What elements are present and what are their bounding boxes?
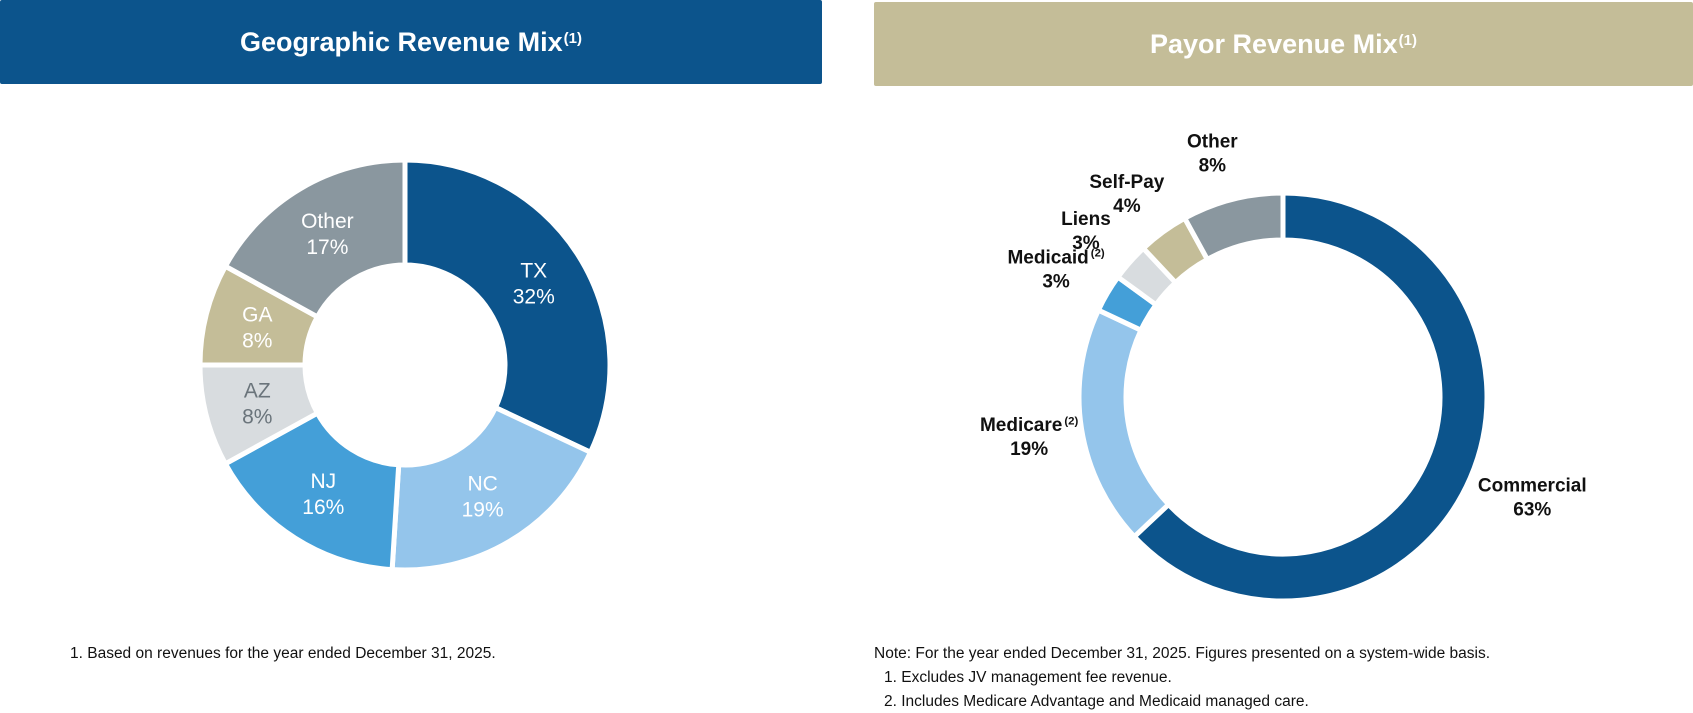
geo-label-tx: TX	[520, 260, 547, 283]
geo-value-nc: 19%	[462, 499, 504, 522]
payor-slice-medicare	[1076, 306, 1173, 541]
geo-label-nj: NJ	[310, 470, 336, 493]
payor-label-commercial: Commercial	[1478, 476, 1587, 497]
geo-slice-tx	[402, 157, 613, 456]
geo-slice-other	[221, 157, 408, 321]
payor-revenue-title: Payor Revenue Mix	[1150, 28, 1398, 59]
payor-note: Note: For the year ended December 31, 20…	[874, 645, 1491, 662]
geo-value-nj: 16%	[302, 496, 344, 519]
payor-label-medicaid: Medicaid (2)	[1007, 247, 1104, 268]
payor-label-medicare: Medicare (2)	[980, 415, 1079, 436]
payor-revenue-title-footnote-ref: (1)	[1398, 31, 1417, 49]
payor-value-commercial: 63%	[1513, 500, 1551, 521]
payor-slice-commercial	[1130, 190, 1490, 604]
geo-value-tx: 32%	[513, 286, 555, 309]
geo-label-az: AZ	[244, 379, 271, 402]
payor-value-other: 8%	[1199, 156, 1227, 177]
payor-label-other: Other	[1187, 132, 1238, 153]
payor-value-self-pay: 4%	[1113, 196, 1141, 217]
payor-footnote-2: 2. Includes Medicare Advantage and Medic…	[884, 693, 1309, 710]
payor-revenue-header: Payor Revenue Mix (1)	[874, 2, 1693, 86]
geo-slice-nj	[221, 409, 402, 573]
geo-value-ga: 8%	[242, 329, 272, 352]
geo-value-other: 17%	[306, 236, 348, 259]
payor-value-medicaid: 3%	[1042, 271, 1070, 292]
geo-label-ga: GA	[242, 303, 272, 326]
payor-label-self-pay: Self-Pay	[1089, 172, 1164, 193]
payor-label-liens: Liens	[1061, 209, 1111, 230]
geo-label-other: Other	[301, 210, 354, 233]
payor-value-medicare: 19%	[1010, 439, 1048, 460]
geographic-revenue-title-footnote-ref: (1)	[563, 29, 582, 47]
geographic-footnote-1: 1. Based on revenues for the year ended …	[70, 645, 496, 662]
geo-label-nc: NC	[467, 473, 497, 496]
geo-value-az: 8%	[242, 405, 272, 428]
payor-value-liens: 3%	[1072, 233, 1100, 254]
payor-slice-other	[1181, 190, 1286, 263]
geographic-revenue-title: Geographic Revenue Mix	[240, 26, 563, 57]
geographic-revenue-donut: TX 32% NC 19% NJ 16% AZ 8% GA 8% Other 17%	[197, 157, 613, 573]
geo-slice-nc	[389, 404, 594, 573]
payor-footnote-1: 1. Excludes JV management fee revenue.	[884, 669, 1172, 686]
geographic-revenue-header: Geographic Revenue Mix (1)	[0, 0, 822, 84]
